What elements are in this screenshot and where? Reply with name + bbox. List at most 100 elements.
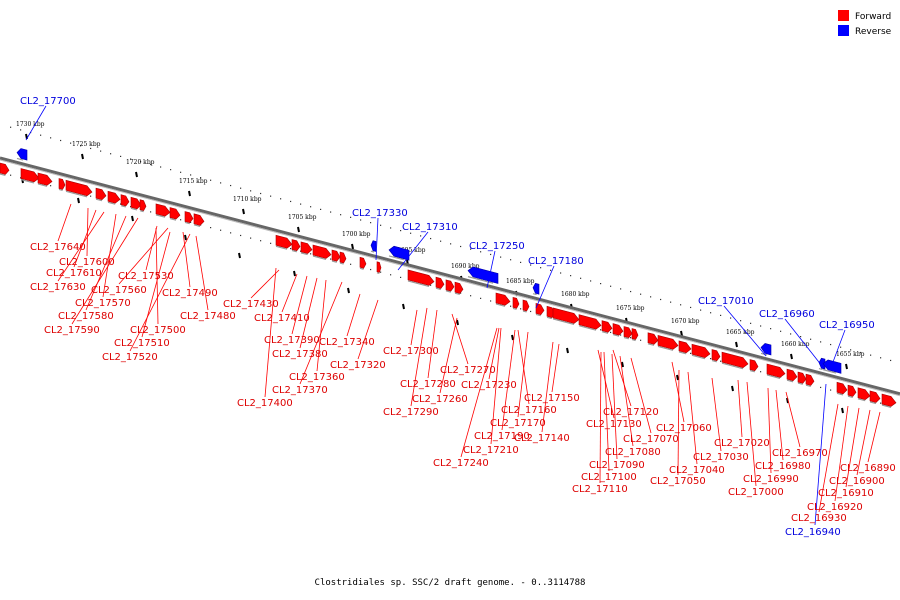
forward-gene-label[interactable]: CL2_17600 [59,257,115,268]
forward-gene-label[interactable]: CL2_17640 [30,242,86,253]
forward-gene-label[interactable]: CL2_17430 [223,299,279,310]
reverse-gene-arrow [822,359,842,374]
tick-dot-lower [880,402,882,404]
forward-gene-label[interactable]: CL2_17590 [44,325,100,336]
forward-gene-label[interactable]: CL2_17060 [656,423,712,434]
forward-gene-label[interactable]: CL2_17090 [589,460,645,471]
backbone-shadow [0,159,900,397]
gene-shadow [388,255,405,261]
reverse-gene-label[interactable]: CL2_16950 [819,320,875,331]
reverse-gene-label[interactable]: CL2_17310 [402,222,458,233]
forward-gene-label[interactable]: CL2_17510 [114,338,170,349]
gene-shadow [275,245,288,250]
forward-gene-label[interactable]: CL2_17190 [474,431,530,442]
forward-gene-label[interactable]: CL2_17000 [728,487,784,498]
reverse-gene-label[interactable]: CL2_17010 [698,296,754,307]
tick-dot-upper [610,285,612,287]
forward-gene-label[interactable]: CL2_17610 [46,268,102,279]
forward-gene-label[interactable]: CL2_17490 [162,288,218,299]
forward-gene-label[interactable]: CL2_16980 [755,461,811,472]
forward-gene-label[interactable]: CL2_17320 [330,360,386,371]
forward-gene-label[interactable]: CL2_17150 [524,393,580,404]
tick-dot-upper [390,227,392,229]
forward-gene-label[interactable]: CL2_17360 [289,372,345,383]
forward-gene-label[interactable]: CL2_16900 [829,476,885,487]
forward-gene-label[interactable]: CL2_17400 [237,398,293,409]
forward-gene-label[interactable]: CL2_17530 [118,271,174,282]
reverse-gene-label[interactable]: CL2_17180 [528,256,584,267]
forward-gene-label[interactable]: CL2_17500 [130,325,186,336]
tick-dot-lower [510,305,512,307]
forward-gene-label[interactable]: CL2_17030 [693,452,749,463]
forward-gene-label[interactable]: CL2_17390 [264,335,320,346]
gene-shadow [184,221,190,225]
forward-gene-label[interactable]: CL2_17340 [319,337,375,348]
forward-gene-label[interactable]: CL2_17270 [440,365,496,376]
reverse-gene-label[interactable]: CL2_16940 [785,527,841,538]
forward-gene-label[interactable]: CL2_17050 [650,476,706,487]
reverse-gene-label[interactable]: CL2_17250 [469,241,525,252]
forward-gene-label[interactable]: CL2_17480 [180,311,236,322]
forward-gene-arrow [37,172,53,186]
forward-gene-label[interactable]: CL2_17230 [461,380,517,391]
forward-gene-label[interactable]: CL2_16910 [818,488,874,499]
forward-gene-label[interactable]: CL2_17580 [58,311,114,322]
scale-label: 1690 kbp [451,263,480,270]
tick-dot-upper [110,153,112,155]
tick-dot-upper [860,351,862,354]
reverse-gene-label[interactable]: CL2_16960 [759,309,815,320]
forward-gene-label[interactable]: CL2_17140 [514,433,570,444]
forward-gene-label[interactable]: CL2_17260 [412,394,468,405]
tick-dot-upper [540,267,542,269]
reverse-gene-label[interactable]: CL2_17330 [352,208,408,219]
forward-gene-arrow [522,299,530,312]
forward-leader-line [316,279,327,372]
forward-gene-label[interactable]: CL2_17040 [669,465,725,476]
tick-dot-upper [230,184,232,187]
forward-gene-label[interactable]: CL2_16920 [807,502,863,513]
tick-dot-lower [130,206,132,208]
forward-gene-label[interactable]: CL2_16970 [772,448,828,459]
forward-gene-label[interactable]: CL2_17570 [75,298,131,309]
forward-gene-label[interactable]: CL2_17130 [586,419,642,430]
forward-gene-label[interactable]: CL2_17160 [501,405,557,416]
forward-gene-label[interactable]: CL2_17630 [30,282,86,293]
forward-gene-label[interactable]: CL2_17290 [383,407,439,418]
forward-gene-label[interactable]: CL2_16990 [743,474,799,485]
tick-dot-upper [410,232,412,234]
tick-dot-upper [340,214,342,216]
forward-gene-label[interactable]: CL2_17280 [400,379,456,390]
forward-gene-label[interactable]: CL2_17110 [572,484,628,495]
forward-gene-label[interactable]: CL2_17410 [254,313,310,324]
forward-gene-label[interactable]: CL2_17380 [272,349,328,360]
forward-gene-label[interactable]: CL2_17210 [463,445,519,456]
forward-gene-arrow [721,351,749,369]
forward-gene-label[interactable]: CL2_17370 [272,385,328,396]
forward-leader-line [299,281,343,385]
gene-shadow [407,280,430,287]
forward-gene-label[interactable]: CL2_17300 [383,346,439,357]
reverse-gene-label[interactable]: CL2_17700 [20,96,76,107]
gene-shadow [657,345,674,351]
forward-gene-arrow [407,269,435,286]
gene-shadow [16,157,24,161]
forward-leader-line [410,309,418,346]
gene-shadow [612,334,620,337]
tick-dot-upper [630,290,632,293]
forward-gene-label[interactable]: CL2_17240 [433,458,489,469]
forward-gene-label[interactable]: CL2_17520 [102,352,158,363]
forward-gene-label[interactable]: CL2_17080 [605,447,661,458]
gene-shadow [786,379,794,383]
forward-gene-label[interactable]: CL2_16930 [791,513,847,524]
tick-dot-lower [830,389,832,391]
forward-gene-label[interactable]: CL2_17560 [91,285,147,296]
gene-shadow [857,398,866,402]
forward-gene-label[interactable]: CL2_17100 [581,472,637,483]
forward-gene-label[interactable]: CL2_16890 [840,463,896,474]
forward-gene-label[interactable]: CL2_17070 [623,434,679,445]
tick-dot-lower [210,227,212,229]
forward-gene-label[interactable]: CL2_17020 [714,438,770,449]
forward-gene-label[interactable]: CL2_17120 [603,407,659,418]
gene-shadow [522,310,527,313]
forward-gene-label[interactable]: CL2_17170 [490,418,546,429]
